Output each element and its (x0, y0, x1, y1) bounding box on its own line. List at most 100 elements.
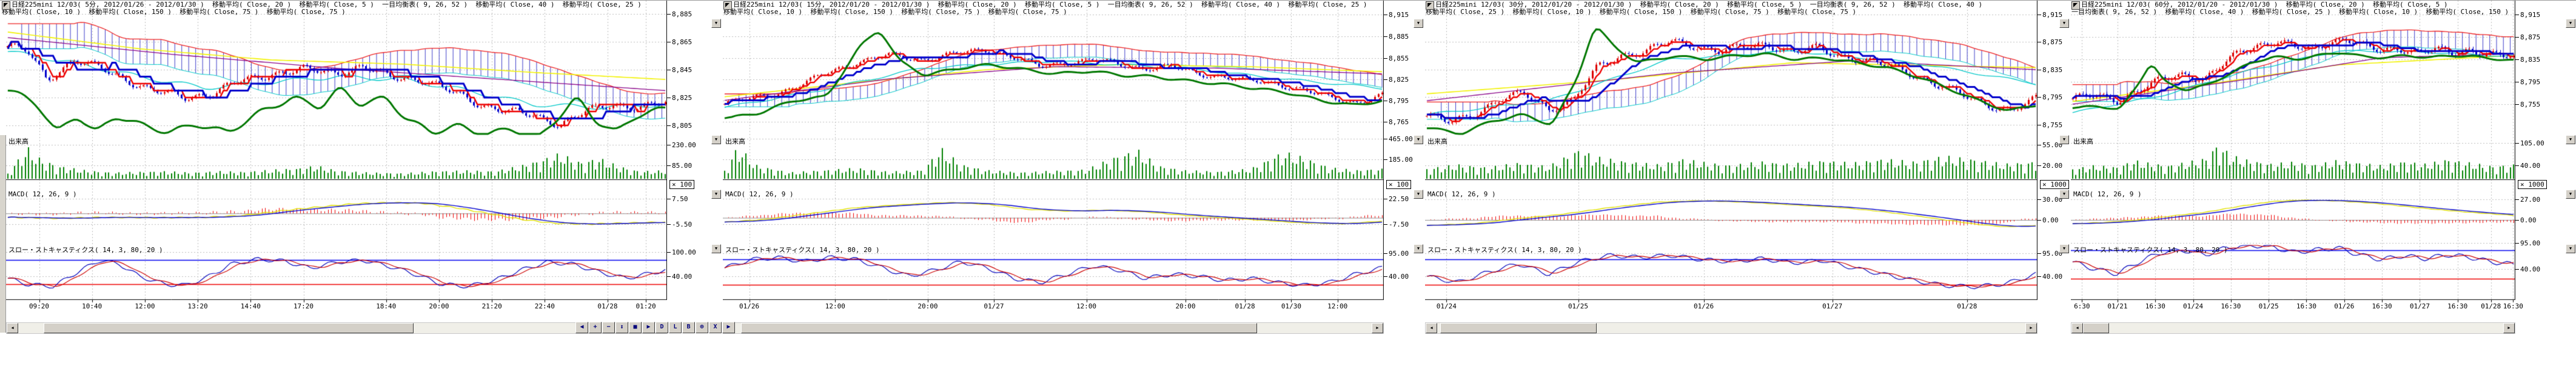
panel-settings-dropdown[interactable]: ▼ (2059, 19, 2069, 28)
h-scrollbar[interactable]: ◀ ▶ (723, 322, 1384, 334)
panel-settings-dropdown[interactable]: ▼ (2059, 244, 2069, 253)
window-menu-icon[interactable] (1426, 1, 1434, 10)
price-axis-label: 8,805 (672, 122, 693, 130)
time-axis-label: 01/27 (984, 302, 1004, 310)
axis-tick (2038, 97, 2041, 98)
price-axis-label: 8,755 (2520, 101, 2541, 108)
chart-frame: 日経225mini 12/03( 5分, 2012/01/26 - 2012/0… (0, 1, 735, 335)
chevron-down-icon: ▼ (1417, 246, 1420, 251)
window-edge-strip (0, 135, 6, 333)
chevron-down-icon: ▼ (2569, 137, 2572, 142)
axis-tick (667, 224, 671, 225)
scroll-right-icon: ▶ (2030, 325, 2033, 330)
chart-toolbar-button-2[interactable]: − (602, 322, 615, 333)
panel-settings-dropdown[interactable]: ▼ (711, 190, 721, 199)
chart-toolbar-button-7[interactable]: L (669, 322, 682, 333)
chart-frame: 日経225mini 12/03( 60分, 2012/01/20 - 2012/… (2070, 1, 2576, 335)
chart-toolbar-button-0[interactable]: ◀ (575, 322, 588, 333)
chart-toolbar-button-5[interactable]: ▶ (642, 322, 655, 333)
window-menu-icon[interactable] (2, 1, 10, 10)
stochastics-panel-label: スロー・ストキャスティクス( 14, 3, 80, 20 ) (725, 246, 880, 254)
panel-settings-dropdown[interactable]: ▼ (2566, 135, 2575, 144)
panel-settings-dropdown[interactable]: ▼ (1414, 244, 1423, 253)
panel-settings-dropdown[interactable]: ▼ (2566, 19, 2575, 28)
scroll-left-button[interactable]: ◀ (7, 323, 18, 333)
volume-axis-label: 465.00 (1389, 135, 1413, 143)
time-axis-label: 12:00 (135, 302, 155, 310)
axis-tick (667, 276, 671, 277)
stoch-axis-label: 40.00 (2042, 273, 2063, 281)
chart-canvas[interactable] (1425, 1, 2038, 322)
volume-axis-label: 185.00 (1389, 156, 1413, 164)
axis-tick (1384, 276, 1387, 277)
h-scrollbar[interactable]: ◀ ▶ (2071, 322, 2515, 334)
h-scrollbar[interactable]: ◀ ▶ (1425, 322, 2038, 334)
price-axis-label: 8,835 (2042, 66, 2063, 74)
price-axis-label: 8,865 (672, 38, 693, 46)
panel-settings-dropdown[interactable]: ▼ (2566, 190, 2575, 199)
chart-toolbar-button-4[interactable]: ■ (629, 322, 642, 333)
chart-title: 日経225mini 12/03( 60分, 2012/01/20 - 2012/… (2081, 1, 2448, 8)
panel-settings-dropdown[interactable]: ▼ (1414, 190, 1423, 199)
stoch-axis-label: 95.00 (2520, 239, 2541, 247)
chevron-down-icon: ▼ (714, 21, 718, 25)
scroll-thumb[interactable] (2083, 323, 2110, 333)
panel-settings-dropdown[interactable]: ▼ (2059, 190, 2069, 199)
time-axis-label: 13:20 (187, 302, 208, 310)
panel-settings-dropdown[interactable]: ▼ (711, 135, 721, 144)
scroll-right-button[interactable]: ▶ (2503, 323, 2515, 333)
scroll-right-button[interactable]: ▶ (1372, 323, 1383, 333)
scroll-thumb[interactable] (1440, 323, 1597, 333)
chart-title: 日経225mini 12/03( 15分, 2012/01/20 - 2012/… (733, 1, 1367, 8)
h-scrollbar[interactable]: ◀ ▶ (6, 322, 667, 334)
panel-settings-dropdown[interactable]: ▼ (2566, 244, 2575, 253)
scroll-left-button[interactable]: ◀ (1426, 323, 1437, 333)
chart-canvas[interactable] (2071, 1, 2515, 322)
time-axis-label: 01/24 (1436, 302, 1457, 310)
price-axis-label: 8,765 (1389, 118, 1409, 126)
panel-settings-dropdown[interactable]: ▼ (711, 19, 721, 28)
volume-axis-label: 40.00 (2520, 162, 2541, 170)
time-axis-label: 09:20 (29, 302, 50, 310)
chart-toolbar-button-9[interactable]: ⊕ (696, 322, 708, 333)
scroll-thumb[interactable] (741, 323, 1258, 333)
chart-toolbar-button-6[interactable]: D (656, 322, 668, 333)
time-axis-label: 6:30 (2074, 302, 2090, 310)
time-axis-label: 01/25 (1568, 302, 1589, 310)
time-axis-label: 01/28 (597, 302, 618, 310)
price-axis-label: 8,795 (1389, 97, 1409, 105)
chart-canvas[interactable] (723, 1, 1384, 322)
time-axis-label: 20:00 (429, 302, 449, 310)
macd-axis-label: 0.00 (2042, 216, 2059, 224)
chart-overlay-legend: 一目均衡表( 9, 26, 52 ) 移動平均( Close, 40 ) 移動平… (2071, 8, 2509, 16)
scroll-thumb[interactable] (43, 323, 414, 333)
panel-settings-dropdown[interactable]: ▼ (1414, 135, 1423, 144)
price-axis-label: 8,885 (672, 10, 693, 18)
axis-tick (2515, 165, 2519, 166)
stoch-axis-label: 40.00 (672, 273, 693, 281)
time-axis-label: 12:00 (1076, 302, 1097, 310)
chevron-down-icon: ▼ (2569, 21, 2572, 25)
panel-settings-dropdown[interactable]: ▼ (2059, 135, 2069, 144)
chart-toolbar-button-11[interactable]: ▶ (722, 322, 735, 333)
chevron-down-icon: ▼ (2062, 191, 2066, 196)
window-menu-icon[interactable] (2071, 1, 2080, 10)
chart-toolbar-button-3[interactable]: ↕ (615, 322, 628, 333)
time-axis-label: 01/26 (1693, 302, 1714, 310)
chart-toolbar-button-1[interactable]: + (589, 322, 602, 333)
chart-toolbar-button-10[interactable]: X (709, 322, 722, 333)
panel-settings-dropdown[interactable]: ▼ (711, 244, 721, 253)
time-axis-label: 20:00 (917, 302, 938, 310)
scroll-left-button[interactable]: ◀ (2071, 323, 2083, 333)
stoch-axis-label: 95.00 (2042, 250, 2063, 258)
chart-canvas[interactable] (6, 1, 667, 322)
scroll-right-button[interactable]: ▶ (2025, 323, 2037, 333)
volume-panel-label: 出来高 (1427, 138, 1447, 145)
volume-axis-label: 85.00 (672, 162, 693, 170)
volume-panel-label: 出来高 (725, 138, 745, 145)
window-menu-icon[interactable] (723, 1, 732, 10)
chart-toolbar-button-8[interactable]: B (682, 322, 695, 333)
price-axis-label: 8,795 (2520, 78, 2541, 86)
time-axis-label: 01/27 (1822, 302, 1843, 310)
panel-settings-dropdown[interactable]: ▼ (1414, 19, 1423, 28)
